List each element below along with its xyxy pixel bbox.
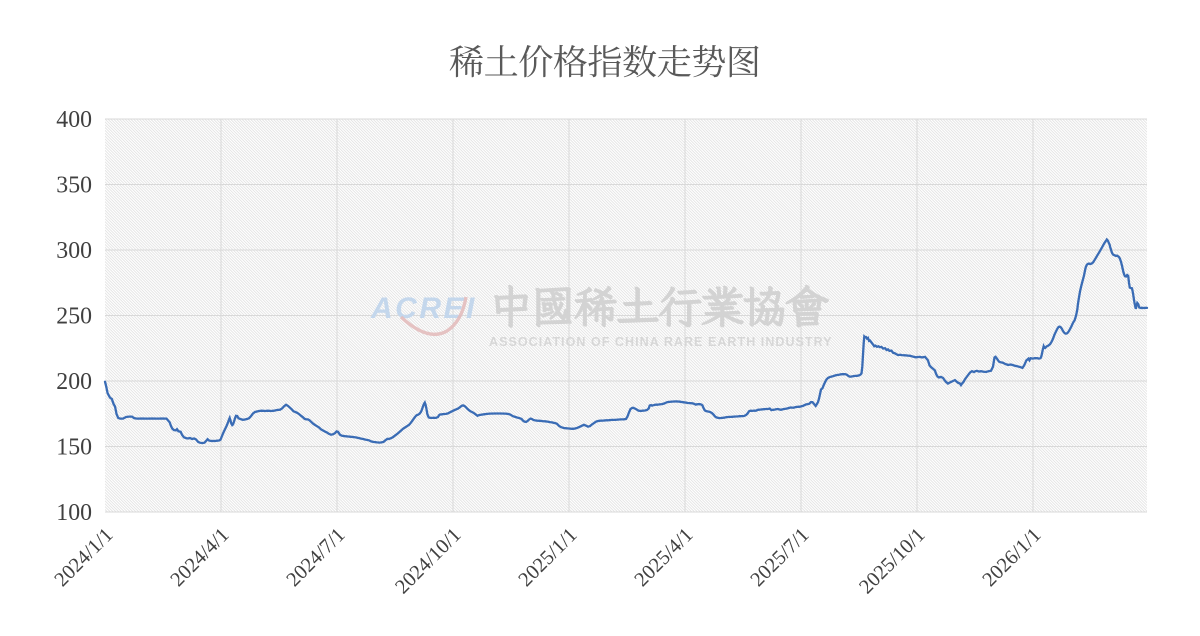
svg-text:400: 400	[56, 107, 92, 133]
svg-text:250: 250	[56, 304, 92, 330]
svg-text:100: 100	[56, 500, 92, 526]
svg-text:150: 150	[56, 435, 92, 461]
svg-text:350: 350	[56, 173, 92, 199]
svg-text:200: 200	[56, 369, 92, 395]
svg-text:300: 300	[56, 238, 92, 264]
svg-text:ACREI: ACREI	[370, 292, 477, 325]
svg-text:ASSOCIATION OF CHINA RARE EART: ASSOCIATION OF CHINA RARE EARTH INDUSTRY	[489, 335, 833, 349]
